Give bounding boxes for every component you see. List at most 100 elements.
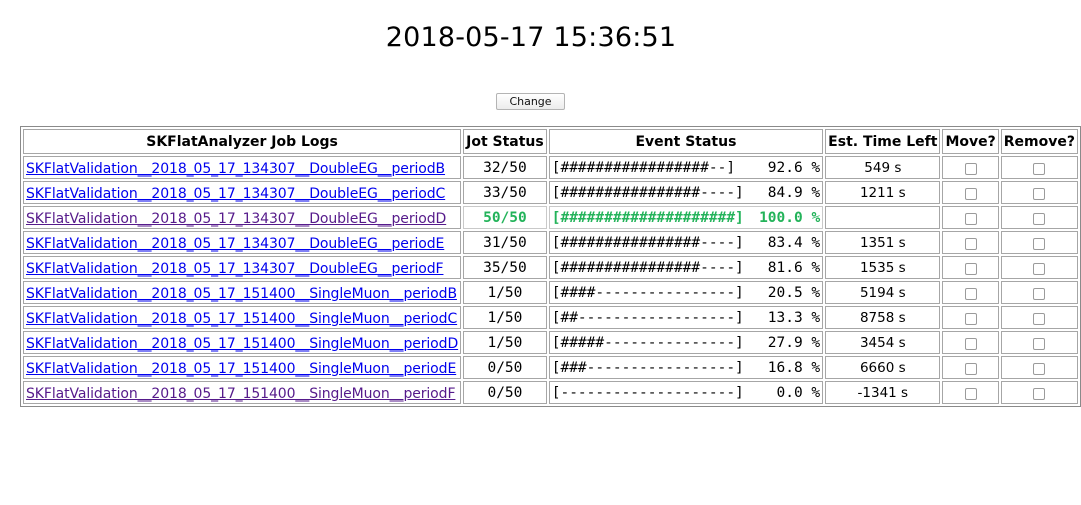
event-progress-bar: [################----] (551, 259, 744, 276)
time-left-cell: -1341 s (825, 381, 941, 404)
table-row: SKFlatValidation__2018_05_17_134307__Dou… (23, 181, 1078, 204)
time-left-cell: 6660 s (825, 356, 941, 379)
time-left-cell: 8758 s (825, 306, 941, 329)
time-left-cell: 1351 s (825, 231, 941, 254)
event-progress-bar: [####################] (551, 209, 744, 226)
remove-checkbox[interactable] (1033, 237, 1046, 250)
job-name-cell: SKFlatValidation__2018_05_17_134307__Dou… (23, 181, 462, 204)
job-log-link[interactable]: SKFlatValidation__2018_05_17_134307__Dou… (26, 211, 447, 227)
job-status-cell: 1/50 (463, 281, 547, 304)
job-logs-table: SKFlatAnalyzer Job Logs Jot Status Event… (20, 126, 1081, 407)
job-name-cell: SKFlatValidation__2018_05_17_151400__Sin… (23, 331, 462, 354)
event-percent: 20.5 % (767, 284, 821, 301)
event-percent: 0.0 % (776, 384, 821, 401)
event-status-cell: [##------------------] 13.3 % (548, 306, 824, 329)
table-row: SKFlatValidation__2018_05_17_134307__Dou… (23, 256, 1078, 279)
move-checkbox[interactable] (964, 187, 977, 200)
job-log-link[interactable]: SKFlatValidation__2018_05_17_134307__Dou… (26, 161, 446, 177)
table-row: SKFlatValidation__2018_05_17_151400__Sin… (23, 381, 1078, 404)
column-header-move: Move? (942, 129, 999, 154)
move-checkbox[interactable] (964, 287, 977, 300)
job-status-cell: 1/50 (463, 331, 547, 354)
job-log-link[interactable]: SKFlatValidation__2018_05_17_151400__Sin… (26, 286, 457, 302)
remove-checkbox[interactable] (1033, 312, 1046, 325)
job-status-cell: 0/50 (463, 356, 547, 379)
move-cell (942, 156, 999, 179)
event-progress-bar: [###-----------------] (551, 359, 744, 376)
job-status-cell: 33/50 (463, 181, 547, 204)
event-progress-bar: [################----] (551, 184, 744, 201)
move-checkbox[interactable] (964, 362, 977, 375)
remove-checkbox[interactable] (1033, 387, 1046, 400)
remove-checkbox[interactable] (1033, 187, 1046, 200)
job-name-cell: SKFlatValidation__2018_05_17_134307__Dou… (23, 256, 462, 279)
move-cell (942, 181, 999, 204)
remove-checkbox[interactable] (1033, 287, 1046, 300)
table-row: SKFlatValidation__2018_05_17_151400__Sin… (23, 356, 1078, 379)
clock-display: 2018-05-17 15:36:51 (385, 22, 677, 53)
job-log-link[interactable]: SKFlatValidation__2018_05_17_151400__Sin… (26, 311, 458, 327)
event-percent: 92.6 % (767, 159, 821, 176)
change-button[interactable]: Change (496, 93, 565, 110)
move-cell (942, 356, 999, 379)
event-percent: 16.8 % (767, 359, 821, 376)
event-progress-bar: [####----------------] (551, 284, 744, 301)
remove-checkbox[interactable] (1033, 337, 1046, 350)
remove-checkbox[interactable] (1033, 362, 1046, 375)
remove-checkbox[interactable] (1033, 262, 1046, 275)
table-header-row: SKFlatAnalyzer Job Logs Jot Status Event… (23, 129, 1078, 154)
table-row: SKFlatValidation__2018_05_17_151400__Sin… (23, 281, 1078, 304)
move-checkbox[interactable] (964, 212, 977, 225)
move-checkbox[interactable] (964, 237, 977, 250)
event-status-cell: [####----------------] 20.5 % (548, 281, 824, 304)
remove-cell (1000, 306, 1078, 329)
job-status-cell: 35/50 (463, 256, 547, 279)
move-cell (942, 206, 999, 229)
job-status-cell: 0/50 (463, 381, 547, 404)
time-left-cell: 549 s (825, 156, 941, 179)
remove-checkbox[interactable] (1033, 212, 1046, 225)
time-left-cell: 1535 s (825, 256, 941, 279)
move-checkbox[interactable] (964, 312, 977, 325)
move-cell (942, 231, 999, 254)
event-status-cell: [#####---------------] 27.9 % (548, 331, 824, 354)
job-log-link[interactable]: SKFlatValidation__2018_05_17_134307__Dou… (26, 186, 446, 202)
remove-cell (1000, 206, 1078, 229)
move-cell (942, 281, 999, 304)
move-checkbox[interactable] (964, 337, 977, 350)
remove-cell (1000, 256, 1078, 279)
event-percent: 27.9 % (767, 334, 821, 351)
move-cell (942, 256, 999, 279)
job-status-cell: 50/50 (463, 206, 547, 229)
remove-cell (1000, 331, 1078, 354)
remove-cell (1000, 156, 1078, 179)
table-row: SKFlatValidation__2018_05_17_151400__Sin… (23, 331, 1078, 354)
event-progress-bar: [--------------------] (551, 384, 744, 401)
move-checkbox[interactable] (964, 262, 977, 275)
move-checkbox[interactable] (964, 387, 977, 400)
job-name-cell: SKFlatValidation__2018_05_17_134307__Dou… (23, 206, 462, 229)
event-status-cell: [################----] 84.9 % (548, 181, 824, 204)
job-log-link[interactable]: SKFlatValidation__2018_05_17_151400__Sin… (26, 336, 459, 352)
remove-cell (1000, 356, 1078, 379)
event-status-cell: [###-----------------] 16.8 % (548, 356, 824, 379)
move-checkbox[interactable] (964, 162, 977, 175)
event-progress-bar: [#################--] (551, 159, 736, 176)
job-name-cell: SKFlatValidation__2018_05_17_151400__Sin… (23, 356, 462, 379)
job-log-link[interactable]: SKFlatValidation__2018_05_17_151400__Sin… (26, 386, 456, 402)
job-status-cell: 1/50 (463, 306, 547, 329)
remove-cell (1000, 231, 1078, 254)
job-log-link[interactable]: SKFlatValidation__2018_05_17_134307__Dou… (26, 236, 445, 252)
event-status-cell: [################----] 81.6 % (548, 256, 824, 279)
job-name-cell: SKFlatValidation__2018_05_17_134307__Dou… (23, 231, 462, 254)
event-percent: 13.3 % (767, 309, 821, 326)
job-log-link[interactable]: SKFlatValidation__2018_05_17_151400__Sin… (26, 361, 457, 377)
event-progress-bar: [#####---------------] (551, 334, 744, 351)
time-left-cell (825, 206, 941, 229)
table-row: SKFlatValidation__2018_05_17_134307__Dou… (23, 206, 1078, 229)
table-row: SKFlatValidation__2018_05_17_134307__Dou… (23, 156, 1078, 179)
time-left-cell: 3454 s (825, 331, 941, 354)
job-log-link[interactable]: SKFlatValidation__2018_05_17_134307__Dou… (26, 261, 444, 277)
remove-checkbox[interactable] (1033, 162, 1046, 175)
job-name-cell: SKFlatValidation__2018_05_17_151400__Sin… (23, 381, 462, 404)
